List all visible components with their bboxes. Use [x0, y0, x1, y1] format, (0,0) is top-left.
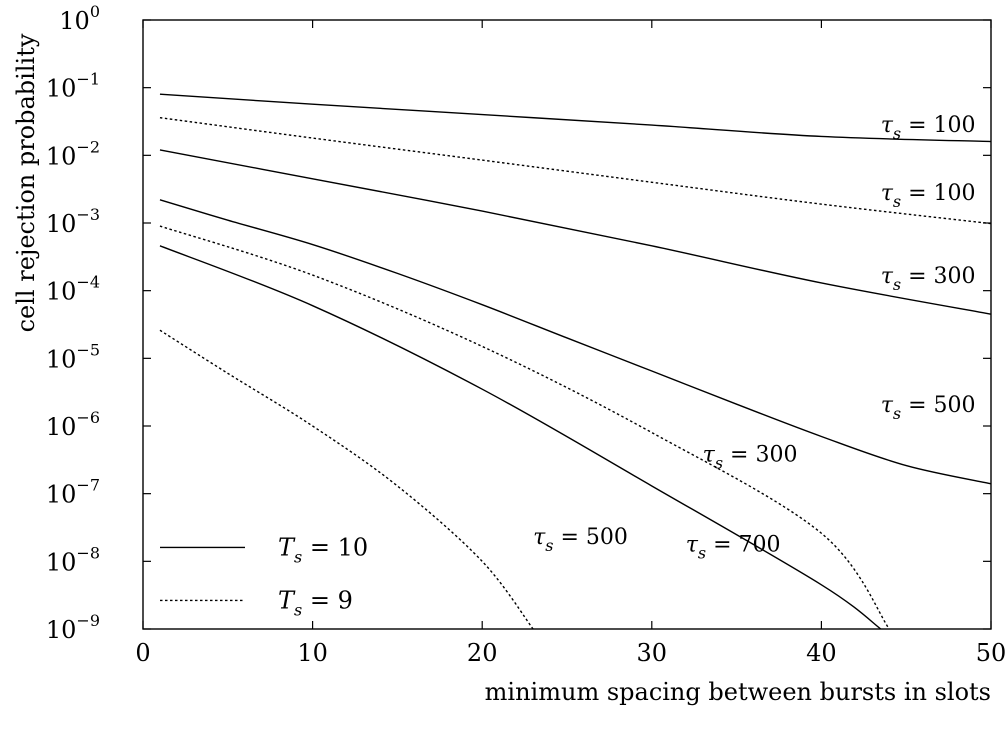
y-tick-label: 10−3 — [46, 205, 100, 238]
x-axis-label: minimum spacing between bursts in slots — [485, 678, 991, 706]
legend-label: Ts = 10 — [278, 533, 368, 566]
x-tick-label: 30 — [637, 639, 668, 667]
y-tick-label: 10−8 — [46, 543, 100, 576]
curve-label: τs = 100 — [881, 113, 976, 143]
series-line — [159, 149, 992, 315]
curve-label: τs = 300 — [881, 264, 976, 294]
legend: Ts = 10 Ts = 9 — [160, 533, 368, 619]
x-tick-label: 0 — [135, 639, 150, 667]
plot-frame — [142, 19, 992, 630]
curve-label: τs = 700 — [686, 532, 781, 562]
y-tick-label: 10−4 — [46, 273, 100, 306]
series-line — [159, 93, 992, 143]
curve-labels: τs = 100 τs = 100 τs = 300 τs = 500 τs = 300… — [533, 113, 975, 562]
y-tick-label: 10−2 — [46, 137, 100, 170]
y-tick-label: 10−6 — [46, 408, 100, 441]
x-tick-label: 40 — [806, 639, 837, 667]
axis-ticks: 0 10 20 30 40 50 10−9 10−8 10−7 10−6 10−5 10−4 10−3 1… — [46, 2, 1006, 667]
y-tick-label: 10−7 — [46, 476, 100, 509]
y-tick-label: 10−9 — [46, 611, 100, 644]
y-tick-label: 100 — [59, 2, 100, 35]
curves — [159, 93, 992, 630]
x-tick-label: 20 — [467, 639, 498, 667]
curve-label: τs = 300 — [703, 442, 798, 472]
y-tick-label: 10−5 — [46, 340, 100, 373]
legend-label: Ts = 9 — [278, 586, 353, 619]
series-line — [159, 225, 890, 630]
series-line — [159, 329, 534, 630]
x-tick-label: 50 — [976, 639, 1006, 667]
series-line — [159, 116, 992, 225]
curve-label: τs = 500 — [881, 393, 976, 423]
x-tick-label: 10 — [297, 639, 328, 667]
series-line — [159, 245, 882, 630]
curve-label: τs = 500 — [533, 525, 628, 555]
series-line — [159, 199, 992, 485]
y-tick-label: 10−1 — [46, 70, 100, 103]
curve-label: τs = 100 — [881, 181, 976, 211]
y-axis-label: cell rejection probability — [12, 33, 40, 332]
